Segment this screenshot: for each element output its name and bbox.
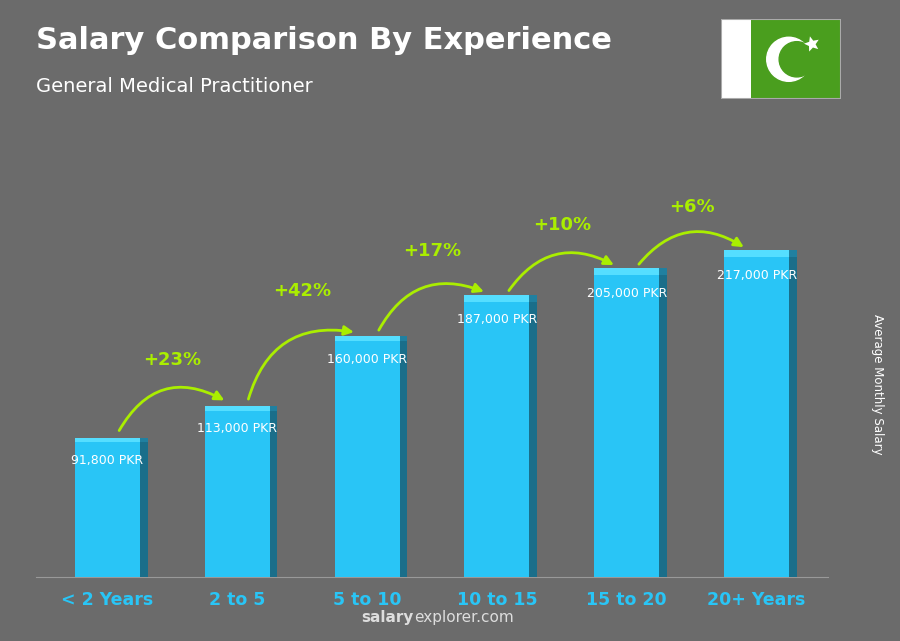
Bar xyxy=(75,438,140,442)
Circle shape xyxy=(779,42,814,77)
Text: Average Monthly Salary: Average Monthly Salary xyxy=(871,314,884,455)
Text: +23%: +23% xyxy=(143,351,202,369)
Text: +10%: +10% xyxy=(533,216,591,234)
Text: Salary Comparison By Experience: Salary Comparison By Experience xyxy=(36,26,612,54)
Bar xyxy=(529,302,537,577)
Text: 217,000 PKR: 217,000 PKR xyxy=(716,269,796,282)
Bar xyxy=(594,267,659,275)
Polygon shape xyxy=(804,37,819,51)
Text: General Medical Practitioner: General Medical Practitioner xyxy=(36,77,313,96)
Bar xyxy=(464,302,529,577)
Circle shape xyxy=(767,37,811,81)
Bar xyxy=(205,406,270,411)
Bar xyxy=(140,442,148,577)
Text: explorer.com: explorer.com xyxy=(414,610,514,625)
Bar xyxy=(75,442,140,577)
Bar xyxy=(659,267,667,275)
Bar xyxy=(464,295,529,302)
Bar xyxy=(335,335,400,342)
Bar xyxy=(659,275,667,577)
Bar xyxy=(721,19,751,99)
Bar xyxy=(205,411,270,577)
Bar xyxy=(594,275,659,577)
Bar xyxy=(724,258,789,577)
Text: salary: salary xyxy=(362,610,414,625)
Text: +6%: +6% xyxy=(669,198,715,216)
Bar xyxy=(270,411,277,577)
Text: 91,800 PKR: 91,800 PKR xyxy=(71,454,143,467)
Bar xyxy=(140,438,148,442)
Text: 113,000 PKR: 113,000 PKR xyxy=(197,422,277,435)
Bar xyxy=(400,335,408,342)
Text: +17%: +17% xyxy=(403,242,461,260)
Bar xyxy=(724,249,789,258)
Text: +42%: +42% xyxy=(273,282,331,300)
Bar xyxy=(529,295,537,302)
Bar xyxy=(270,406,277,411)
Text: 160,000 PKR: 160,000 PKR xyxy=(327,353,407,366)
Text: 187,000 PKR: 187,000 PKR xyxy=(457,313,537,326)
Bar xyxy=(751,19,841,99)
Text: 205,000 PKR: 205,000 PKR xyxy=(587,287,667,300)
Bar xyxy=(335,342,400,577)
Bar xyxy=(789,249,796,258)
Bar xyxy=(789,258,796,577)
Bar xyxy=(400,342,408,577)
